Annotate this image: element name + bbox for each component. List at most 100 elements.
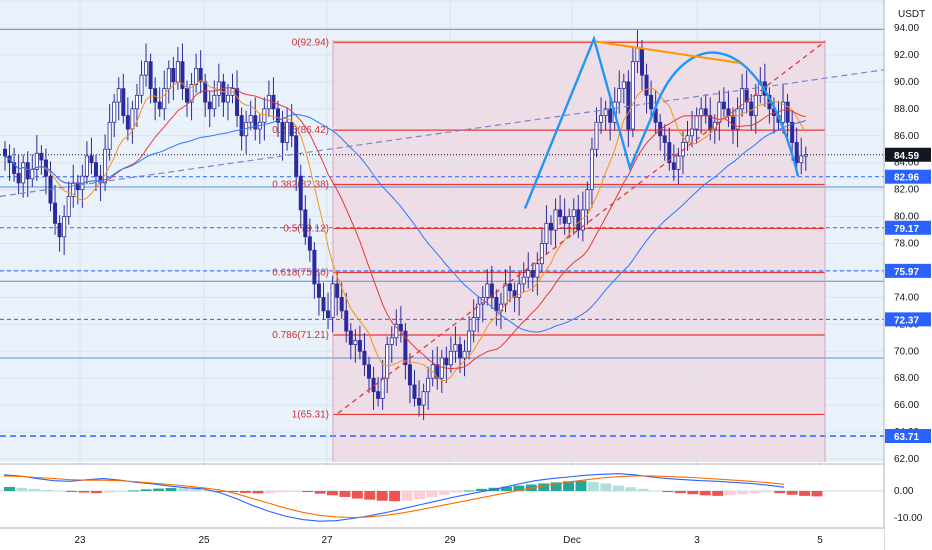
price-tag-label: 79.17 bbox=[894, 224, 919, 235]
histogram-bar bbox=[600, 483, 612, 491]
price-tag-box bbox=[885, 169, 931, 184]
candle-body bbox=[649, 94, 654, 110]
candle-body bbox=[148, 61, 153, 90]
price-tick-label: 94.00 bbox=[894, 23, 919, 34]
histogram-bar bbox=[227, 491, 239, 493]
histogram-bar bbox=[215, 491, 227, 492]
candle-body bbox=[667, 142, 672, 164]
candle-body bbox=[790, 121, 795, 143]
histogram-bar bbox=[712, 491, 724, 496]
candle-body bbox=[3, 148, 8, 157]
candle-body bbox=[303, 209, 308, 238]
candle-body bbox=[489, 283, 494, 298]
candle-body bbox=[662, 135, 667, 143]
candle-body bbox=[16, 173, 21, 184]
candle-body bbox=[417, 398, 422, 406]
price-tick-label: 74.00 bbox=[894, 292, 919, 303]
candle-body bbox=[134, 94, 139, 110]
histogram-bar bbox=[28, 488, 40, 491]
candle-body bbox=[307, 236, 312, 251]
candle-body bbox=[207, 101, 212, 110]
candle-body bbox=[794, 142, 799, 164]
histogram-bar bbox=[252, 491, 264, 494]
candle-body bbox=[735, 108, 740, 130]
candle-body bbox=[84, 155, 89, 177]
candle-body bbox=[549, 222, 554, 231]
candle-body bbox=[676, 155, 681, 170]
rising-support-line[interactable] bbox=[337, 40, 826, 414]
candle-body bbox=[139, 74, 144, 96]
time-axis[interactable]: 23 25 27 29 Dec 3 5 bbox=[0, 527, 884, 550]
histogram-bar bbox=[550, 482, 562, 491]
candle-body bbox=[39, 152, 44, 161]
candle-body bbox=[216, 81, 221, 96]
histogram-bar bbox=[389, 491, 401, 502]
candle-body bbox=[348, 330, 353, 345]
candle-body bbox=[453, 344, 458, 352]
candle-body bbox=[621, 81, 626, 90]
histogram-bar bbox=[476, 488, 488, 491]
chart-drawings[interactable] bbox=[0, 35, 885, 414]
histogram-bar bbox=[513, 485, 525, 491]
signal-line bbox=[3, 475, 785, 519]
candle-body bbox=[635, 47, 640, 63]
histogram-bar bbox=[463, 490, 475, 492]
price-tick-label: 78.00 bbox=[894, 239, 919, 250]
price-tag-box bbox=[885, 429, 931, 444]
candle-body bbox=[494, 296, 499, 312]
candle-body bbox=[703, 108, 708, 116]
histogram-bar bbox=[563, 481, 575, 491]
candle-body bbox=[30, 169, 35, 180]
candle-body bbox=[266, 94, 271, 110]
candle-body bbox=[640, 47, 645, 76]
candle-body bbox=[394, 323, 399, 339]
candle-body bbox=[535, 263, 540, 278]
histogram-bar bbox=[451, 491, 463, 493]
price-tick-label: 84.00 bbox=[894, 158, 919, 169]
candle-body bbox=[585, 189, 590, 211]
oscillator-pane[interactable] bbox=[0, 466, 884, 528]
candle-body bbox=[690, 128, 695, 137]
candle-body bbox=[630, 61, 635, 130]
candle-body bbox=[212, 94, 217, 110]
candle-body bbox=[280, 121, 285, 143]
histogram-bar bbox=[761, 491, 773, 493]
price-tag-label: 75.97 bbox=[894, 267, 919, 278]
candle-body bbox=[398, 323, 403, 332]
ray-trendline[interactable] bbox=[0, 69, 885, 197]
histogram-bar bbox=[177, 488, 189, 491]
histogram-bar bbox=[799, 491, 811, 496]
candle-body bbox=[12, 162, 17, 174]
candle-body bbox=[785, 101, 790, 123]
candle-body bbox=[512, 290, 517, 298]
histogram-bar bbox=[4, 486, 15, 491]
candle-body bbox=[166, 68, 171, 90]
histogram-bar bbox=[364, 491, 376, 500]
price-tag-label: 72.37 bbox=[894, 315, 919, 326]
candle-body bbox=[153, 88, 158, 103]
histogram-bar bbox=[811, 491, 823, 497]
descending-trendline[interactable] bbox=[594, 40, 741, 65]
candle-body bbox=[130, 108, 135, 130]
candle-body bbox=[339, 296, 344, 312]
candle-body bbox=[175, 61, 180, 83]
histogram-bar bbox=[612, 485, 624, 491]
candle-body bbox=[89, 155, 94, 164]
candle-body bbox=[357, 340, 362, 352]
candle-body bbox=[235, 88, 240, 116]
candle-body bbox=[539, 243, 544, 265]
histogram-bar bbox=[575, 480, 587, 491]
price-tick-label: 92.00 bbox=[894, 50, 919, 61]
candle-body bbox=[385, 344, 390, 379]
candle-body bbox=[326, 310, 331, 319]
double-top-pattern[interactable] bbox=[523, 35, 657, 209]
candle-body bbox=[321, 296, 326, 312]
price-axis[interactable]: USDT 62.0064.0066.0068.0070.0072.0074.00… bbox=[883, 0, 932, 550]
candle-body bbox=[749, 101, 754, 116]
time-tick-label: 29 bbox=[444, 535, 456, 546]
candle-body bbox=[335, 283, 340, 298]
rounded-top-curve[interactable] bbox=[653, 51, 800, 177]
main-pane[interactable]: 0(92.94)0.236(86.42)0.382(82.38)0.5(79.1… bbox=[0, 0, 885, 528]
candle-body bbox=[644, 74, 649, 96]
